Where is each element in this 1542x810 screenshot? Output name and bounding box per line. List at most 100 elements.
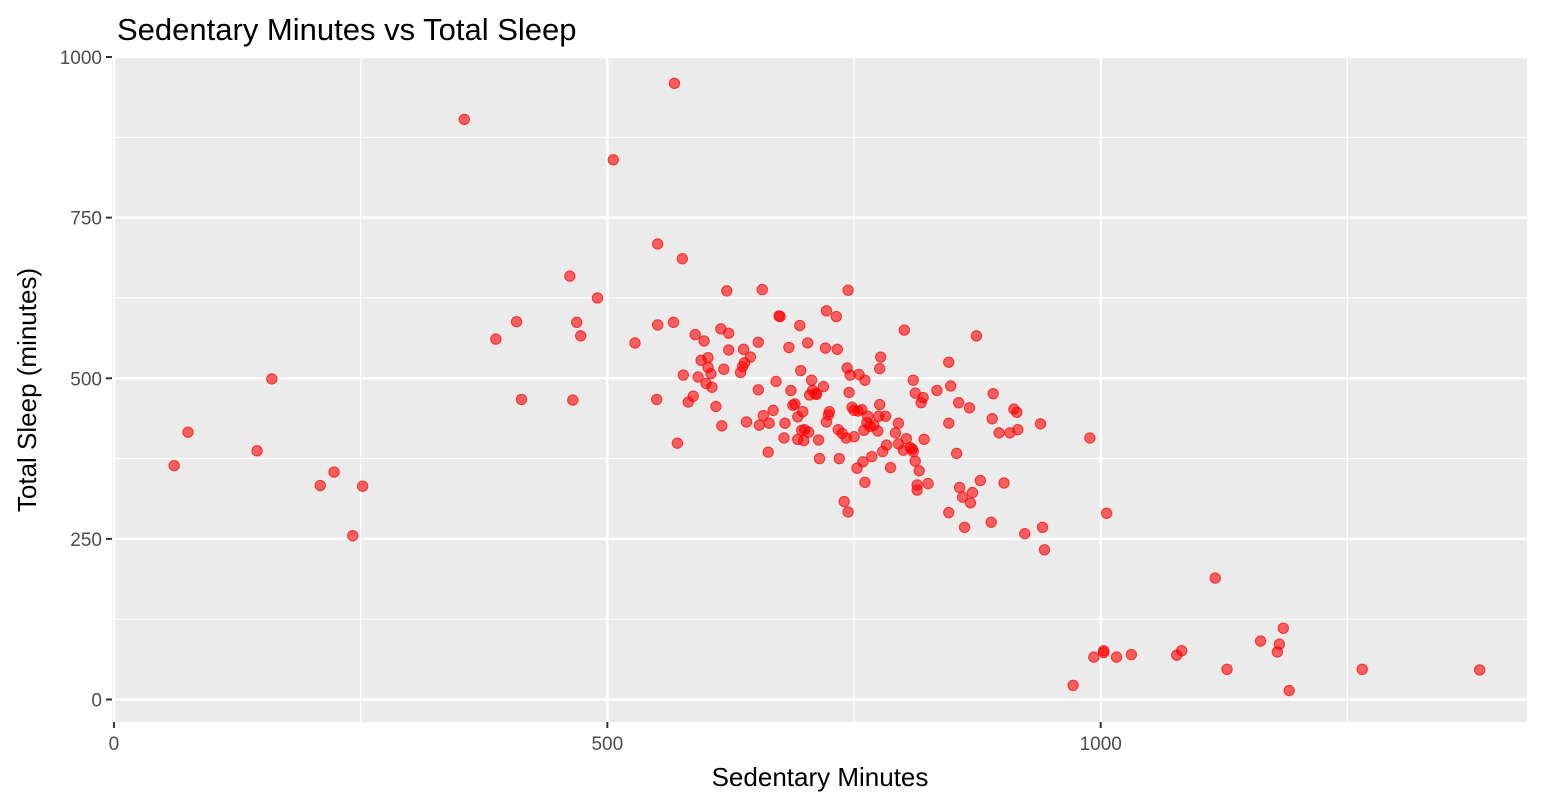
data-point — [820, 305, 833, 317]
data-point — [879, 410, 892, 422]
data-point — [913, 465, 925, 477]
data-point — [490, 333, 502, 345]
data-point — [907, 374, 919, 386]
data-point — [889, 427, 902, 439]
data-point — [1125, 648, 1138, 661]
data-point — [789, 398, 801, 410]
data-point — [986, 413, 998, 425]
data-point — [783, 341, 795, 354]
data-point — [591, 292, 604, 304]
data-point — [884, 461, 897, 474]
data-point — [723, 327, 735, 339]
data-point — [706, 381, 718, 393]
data-point — [833, 452, 845, 465]
data-point — [798, 434, 810, 447]
data-point — [795, 364, 807, 377]
data-point — [1175, 644, 1188, 657]
data-point — [1473, 664, 1486, 676]
data-point — [987, 387, 999, 400]
data-point — [770, 375, 782, 388]
data-point — [347, 529, 359, 542]
data-point — [953, 481, 966, 494]
x-tick-label: 0 — [109, 734, 120, 755]
data-point — [1036, 521, 1049, 534]
data-point — [848, 431, 860, 443]
data-point — [1283, 684, 1295, 697]
data-point — [740, 416, 753, 428]
data-point — [812, 434, 825, 446]
data-point — [922, 477, 934, 490]
data-point — [718, 363, 730, 375]
y-tick-label: 0 — [91, 691, 102, 712]
data-point — [667, 316, 680, 329]
data-point — [752, 384, 765, 396]
data-point — [650, 393, 663, 406]
data-point — [1019, 528, 1031, 540]
data-point — [752, 336, 765, 348]
data-point — [567, 394, 579, 406]
data-point — [1110, 651, 1123, 663]
data-point — [677, 369, 690, 381]
data-point — [266, 373, 278, 385]
data-point — [753, 419, 766, 431]
data-point — [874, 351, 887, 363]
data-point — [1067, 679, 1079, 692]
data-point — [823, 405, 836, 418]
data-points — [168, 77, 1486, 697]
data-point — [943, 506, 955, 519]
data-point — [510, 316, 523, 328]
data-point — [723, 344, 735, 356]
data-point — [1254, 635, 1267, 647]
data-point — [1356, 663, 1368, 676]
y-tick-label: 500 — [70, 369, 102, 390]
y-axis: 0 250 500 750 1000 — [60, 48, 112, 712]
data-point — [985, 516, 997, 528]
data-point — [515, 393, 528, 406]
data-point — [819, 342, 832, 354]
data-point — [721, 285, 733, 297]
y-tick-label: 1000 — [60, 48, 102, 69]
data-point — [762, 446, 774, 458]
data-point — [671, 437, 684, 449]
data-point — [945, 380, 957, 392]
data-point — [778, 432, 790, 444]
data-point — [1221, 663, 1233, 676]
data-point — [911, 484, 923, 496]
data-point — [998, 477, 1010, 489]
data-point — [931, 384, 943, 397]
data-point — [763, 417, 775, 429]
data-point — [873, 398, 886, 411]
data-point — [458, 113, 470, 126]
data-point — [831, 343, 843, 356]
data-point — [328, 466, 340, 478]
x-tick-label: 1000 — [1080, 734, 1122, 755]
data-point — [880, 439, 893, 451]
data-point — [1011, 406, 1023, 419]
data-point — [963, 402, 976, 414]
data-point — [892, 417, 905, 429]
data-point — [810, 388, 823, 401]
data-point — [917, 391, 929, 404]
data-point — [1209, 572, 1221, 584]
data-point — [785, 384, 797, 397]
data-point — [744, 351, 757, 363]
data-point — [737, 343, 750, 356]
data-point — [651, 238, 664, 250]
data-point — [909, 455, 921, 467]
data-point — [774, 310, 786, 323]
major-gridlines — [112, 55, 1527, 722]
data-point — [859, 374, 871, 386]
data-point — [687, 390, 699, 402]
data-point — [314, 479, 326, 492]
data-point — [1097, 644, 1110, 657]
data-point — [607, 154, 619, 166]
data-point — [952, 396, 965, 409]
x-axis: 0 500 1000 — [109, 722, 1122, 755]
data-point — [966, 486, 979, 499]
data-point — [1088, 651, 1100, 663]
data-point — [1034, 418, 1047, 430]
data-point — [843, 386, 855, 399]
data-point — [943, 356, 955, 368]
data-point — [1012, 423, 1024, 436]
data-point — [857, 456, 869, 468]
